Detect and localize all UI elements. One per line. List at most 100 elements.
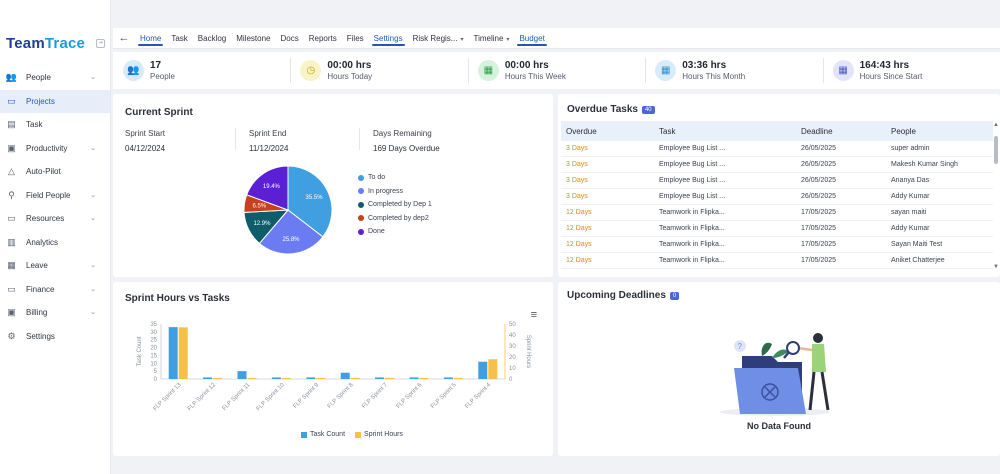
bar-sprint-hours[interactable]	[453, 377, 463, 379]
pie-slice[interactable]	[287, 165, 333, 238]
bar-task-count[interactable]	[478, 361, 488, 379]
stat-card: 👥 17 People	[113, 52, 290, 89]
legend-item[interactable]: Task Count	[301, 431, 345, 438]
column-header[interactable]: People	[891, 126, 916, 136]
sidebar-item-projects[interactable]: ▭ Projects	[0, 89, 110, 113]
chevron-down-icon[interactable]: ⌄	[90, 74, 96, 81]
sidebar-item-settings[interactable]: ⚙ Settings	[0, 325, 110, 349]
app-logo[interactable]: TeamTrace	[6, 35, 85, 52]
sidebar-item-analytics[interactable]: ▥ Analytics	[0, 231, 110, 255]
bar-task-count[interactable]	[237, 371, 247, 379]
bar-sprint-hours[interactable]	[385, 377, 395, 379]
bar-sprint-hours[interactable]	[281, 377, 291, 379]
table-row[interactable]: 3 Days Employee Bug List ... 26/05/2025 Add…	[561, 189, 993, 205]
bar-task-count[interactable]	[306, 377, 316, 379]
bar-sprint-hours[interactable]	[316, 377, 326, 379]
tab-risk-regis[interactable]: Risk Regis... ▾	[408, 28, 469, 49]
stat-label: Hours This Week	[504, 72, 566, 81]
tab-budget[interactable]: Budget	[514, 28, 549, 49]
tab-timeline[interactable]: Timeline ▾	[468, 28, 514, 49]
sidebar-item-people[interactable]: 👥 People ⌄	[0, 66, 110, 90]
chart-menu-icon[interactable]: ≡	[530, 309, 537, 321]
bar-task-count[interactable]	[271, 377, 281, 379]
bar-task-count[interactable]	[340, 372, 350, 379]
table-row[interactable]: 12 Days Teamwork in Flipka... 17/05/2025 sa…	[561, 205, 993, 221]
scroll-down-icon[interactable]: ▼	[993, 264, 999, 270]
current-sprint-panel: Current Sprint Sprint Start 04/12/2024 S…	[113, 94, 553, 277]
chevron-down-icon[interactable]: ⌄	[90, 144, 96, 152]
people-icon: 👥	[123, 60, 144, 81]
sidebar-item-task[interactable]: ▤ Task	[0, 113, 110, 137]
bar-sprint-hours[interactable]	[178, 327, 188, 379]
chevron-down-icon[interactable]: ⌄	[90, 309, 96, 316]
table-row[interactable]: 3 Days Employee Bug List ... 26/05/2025 sup…	[561, 141, 993, 157]
bar-task-count[interactable]	[203, 377, 213, 379]
sidebar-item-field-people[interactable]: ⚲ Field People ⌄	[0, 184, 110, 208]
sprint-start: Sprint Start 04/12/2024	[125, 129, 165, 153]
legend-item[interactable]: Sprint Hours	[355, 431, 403, 438]
sidebar-item-label: Settings	[26, 331, 55, 341]
legend-item[interactable]: In progress	[358, 185, 432, 199]
y-tick-label: 35	[150, 322, 157, 328]
pie-slice[interactable]	[258, 209, 324, 255]
legend-item[interactable]: To do	[358, 171, 432, 185]
tab-reports[interactable]: Reports	[304, 28, 342, 49]
column-header[interactable]: Deadline	[801, 126, 833, 136]
bar-sprint-hours[interactable]	[213, 377, 223, 379]
legend-item[interactable]: Done	[358, 225, 432, 239]
tab-milestone[interactable]: Milestone	[231, 28, 275, 49]
resources-icon: ▭	[7, 213, 16, 224]
back-arrow-icon[interactable]: ←	[118, 32, 130, 44]
sidebar-item-auto-pilot[interactable]: △ Auto-Pilot	[0, 160, 110, 184]
table-cell: Addy Kumar	[891, 193, 930, 200]
y-tick-label: 20	[150, 346, 157, 352]
stat-card: ◷ 00:00 hrs Hours Today	[290, 52, 467, 89]
tab-settings[interactable]: Settings	[369, 28, 408, 49]
chevron-down-icon[interactable]: ⌄	[90, 285, 96, 293]
sidebar-item-billing[interactable]: ▣ Billing ⌄	[0, 301, 110, 325]
bar-sprint-hours[interactable]	[419, 377, 429, 379]
column-header[interactable]: Overdue	[566, 126, 597, 136]
pie-slice-label: 19.4%	[263, 184, 281, 190]
legend-item[interactable]: Completed by dep2	[358, 212, 432, 226]
pie-slice[interactable]	[246, 165, 289, 211]
table-cell: 17/05/2025	[801, 241, 837, 248]
table-row[interactable]: 3 Days Employee Bug List ... 26/05/2025 Mak…	[561, 157, 993, 173]
table-row[interactable]: 12 Days Teamwork in Flipka... 17/05/2025 An…	[561, 253, 993, 269]
sprint-status-pie-chart[interactable]: 35.5% 25.8% 12.9% 6.5% 19.4%	[238, 160, 338, 260]
sidebar-item-finance[interactable]: ▭ Finance ⌄	[0, 278, 110, 302]
table-scrollbar[interactable]: ▲ ▼	[993, 122, 999, 270]
legend-item[interactable]: Completed by Dep 1	[358, 198, 432, 212]
tab-files[interactable]: Files	[342, 28, 369, 49]
tab-backlog[interactable]: Backlog	[193, 28, 231, 49]
tab-task[interactable]: Task	[166, 28, 192, 49]
sidebar-item-productivity[interactable]: ▣ Productivity ⌄	[0, 137, 110, 161]
table-row[interactable]: 12 Days Teamwork in Flipka... 17/05/2025 Sa…	[561, 237, 993, 253]
sidebar-collapse-icon[interactable]: ⇥	[96, 39, 105, 48]
days-remaining-label: Days Remaining	[373, 129, 432, 138]
sidebar-item-leave[interactable]: ▦ Leave ⌄	[0, 254, 110, 278]
scroll-thumb[interactable]	[994, 136, 998, 164]
tab-docs[interactable]: Docs	[276, 28, 304, 49]
bar-sprint-hours[interactable]	[488, 359, 498, 379]
table-cell: 12 Days	[566, 241, 592, 248]
bar-task-count[interactable]	[375, 377, 385, 379]
chevron-down-icon[interactable]: ⌄	[90, 191, 96, 199]
bar-task-count[interactable]	[409, 377, 419, 379]
bar-task-count[interactable]	[443, 377, 453, 379]
svg-text:?: ?	[738, 342, 743, 351]
bar-sprint-hours[interactable]	[350, 377, 360, 379]
tab-home[interactable]: Home	[135, 28, 166, 49]
bar-sprint-hours[interactable]	[247, 377, 257, 379]
y-tick-label: 25	[150, 338, 157, 344]
table-row[interactable]: 3 Days Employee Bug List ... 26/05/2025 Ana…	[561, 173, 993, 189]
table-row[interactable]: 12 Days Teamwork in Flipka... 17/05/2025 Ad…	[561, 221, 993, 237]
scroll-up-icon[interactable]: ▲	[993, 122, 999, 128]
chevron-down-icon[interactable]: ⌄	[90, 215, 96, 222]
x-tick-label: FLP Sprint 8	[327, 382, 355, 410]
chevron-down-icon[interactable]: ⌄	[90, 262, 96, 269]
bar-task-count[interactable]	[168, 327, 178, 379]
y-tick-label: 0	[154, 377, 158, 383]
sidebar-item-resources[interactable]: ▭ Resources ⌄	[0, 207, 110, 231]
column-header[interactable]: Task	[659, 126, 676, 136]
